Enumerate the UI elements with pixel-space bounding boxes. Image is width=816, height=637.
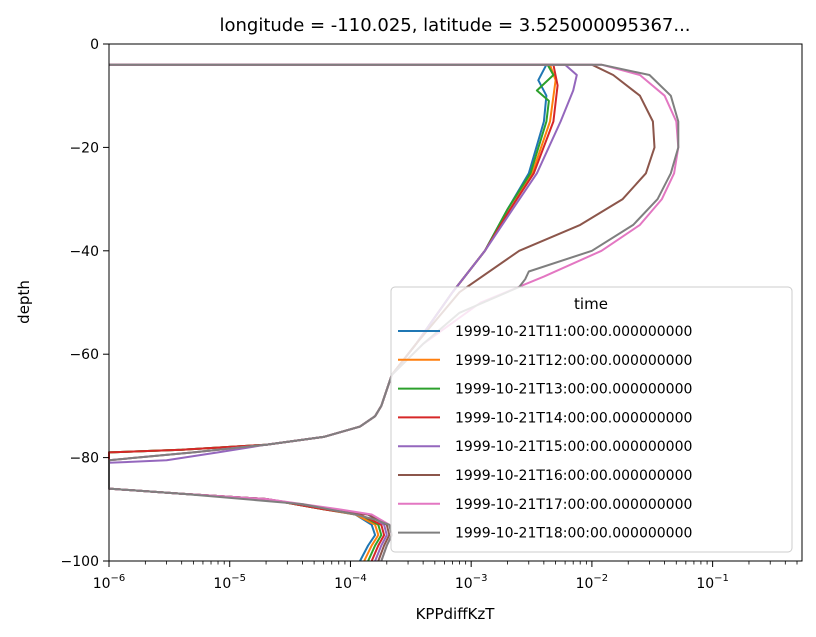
x-tick-label-2: 10−5	[213, 573, 246, 592]
legend-label-7: 1999-10-21T17:00:00.000000000	[455, 497, 692, 513]
x-tick-label-3: 10−4	[334, 573, 367, 592]
x-axis-ticks: 10−6 10−5 10−4 10−3 10−2 10−1	[93, 561, 798, 592]
series-line-8	[108, 63, 680, 562]
legend-label-4: 1999-10-21T14:00:00.000000000	[455, 410, 692, 426]
y-tick-label-5: −80	[69, 451, 99, 467]
x-tick-label-5: 10−2	[576, 573, 609, 592]
legend: time 1999-10-21T11:00:00.000000000 1999-1…	[390, 286, 793, 553]
x-tick-label-4: 10−3	[455, 573, 488, 592]
chart-title: longitude = -110.025, latitude = 3.52500…	[219, 15, 690, 36]
x-tick-label-6: 10−1	[696, 573, 729, 592]
y-axis-label: depth	[15, 280, 33, 324]
legend-label-8: 1999-10-21T18:00:00.000000000	[455, 526, 692, 542]
y-tick-label-4: −60	[69, 347, 99, 363]
x-tick-label-1: 10−6	[93, 573, 126, 592]
legend-label-6: 1999-10-21T16:00:00.000000000	[455, 468, 692, 484]
y-tick-label-6: −100	[61, 554, 99, 570]
plot-lines	[108, 63, 680, 562]
legend-label-2: 1999-10-21T12:00:00.000000000	[455, 353, 692, 369]
x-axis-label: KPPdiffKzT	[416, 605, 496, 623]
legend-label-1: 1999-10-21T11:00:00.000000000	[455, 324, 692, 340]
legend-label-3: 1999-10-21T13:00:00.000000000	[455, 382, 692, 398]
legend-box	[390, 286, 793, 553]
y-tick-label-2: −20	[69, 140, 99, 156]
legend-label-5: 1999-10-21T15:00:00.000000000	[455, 439, 692, 455]
y-axis-ticks: 0 −20 −40 −60 −80 −100	[61, 37, 109, 570]
legend-title: time	[574, 295, 608, 313]
y-tick-label-3: −40	[69, 244, 99, 260]
plot-frame	[108, 43, 803, 562]
y-tick-label-1: 0	[90, 37, 99, 53]
